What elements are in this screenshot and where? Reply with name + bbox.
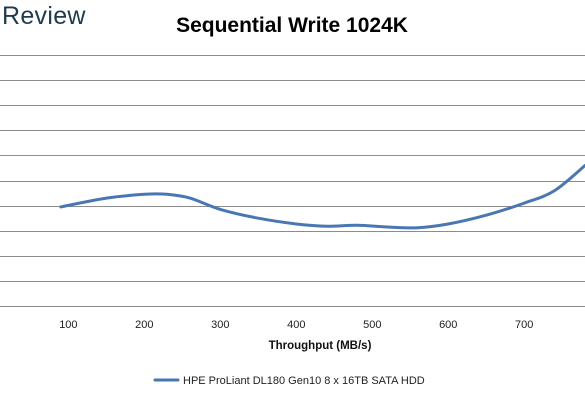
x-tick-label: 300 bbox=[211, 319, 229, 331]
gridlines bbox=[0, 55, 585, 307]
series-line bbox=[59, 164, 585, 230]
x-tick-label: 200 bbox=[135, 319, 153, 331]
legend-label: HPE ProLiant DL180 Gen10 8 x 16TB SATA H… bbox=[183, 375, 425, 387]
x-tick-label: 500 bbox=[363, 319, 381, 331]
series-group bbox=[59, 164, 585, 230]
x-tick-label: 100 bbox=[59, 319, 77, 331]
x-tick-label: 400 bbox=[287, 319, 305, 331]
x-tick-label: 700 bbox=[515, 319, 533, 331]
brand-logo: Review bbox=[2, 2, 86, 30]
chart-title: Sequential Write 1024K bbox=[176, 14, 408, 37]
x-axis-tick-labels: 100 200 300 400 500 600 700 bbox=[59, 319, 533, 331]
legend: HPE ProLiant DL180 Gen10 8 x 16TB SATA H… bbox=[153, 375, 425, 387]
x-axis-title: Throughput (MB/s) bbox=[269, 340, 372, 352]
x-tick-label: 600 bbox=[439, 319, 457, 331]
